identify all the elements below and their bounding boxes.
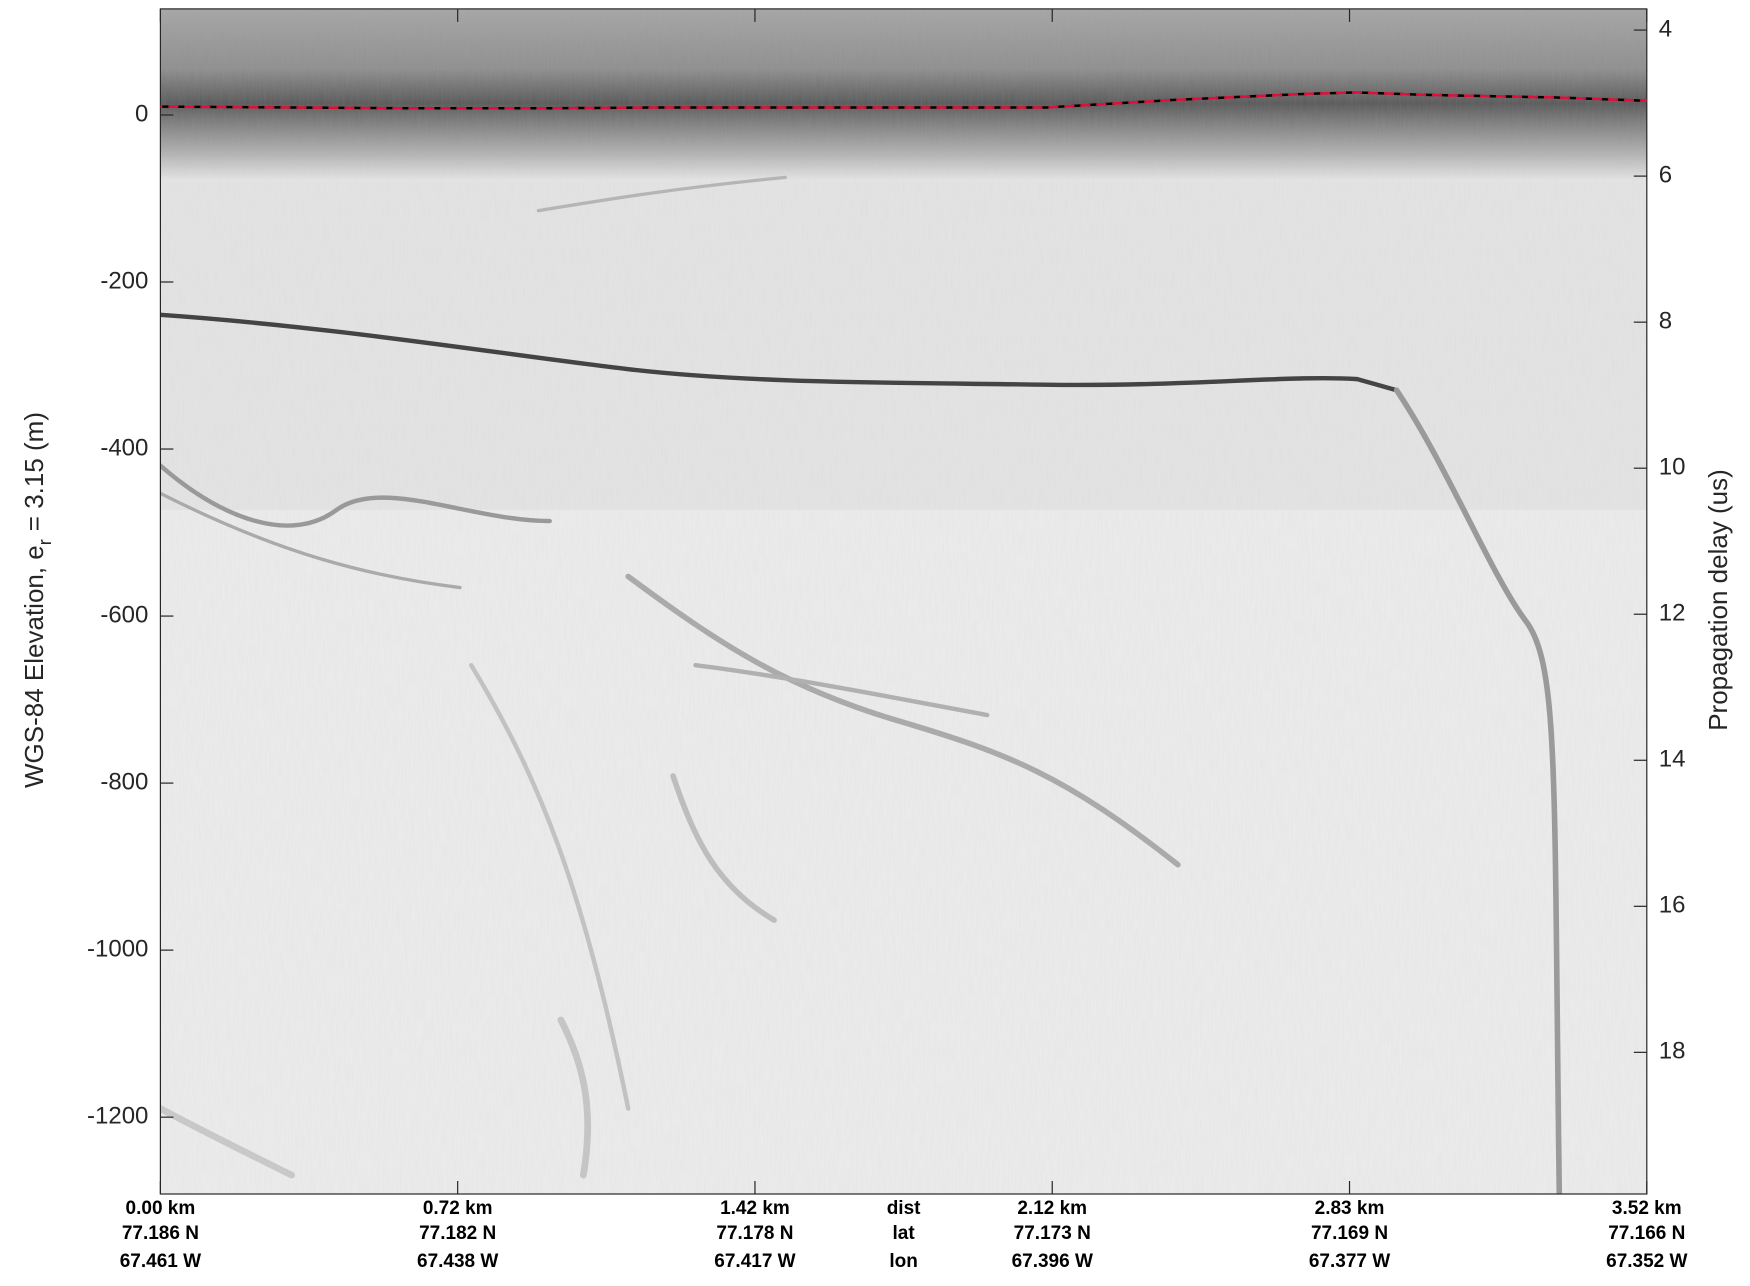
- lon-label: 67.377 W: [1309, 1251, 1390, 1272]
- lon-label: 67.461 W: [120, 1251, 201, 1272]
- y2-axis-label: Propagation delay (us): [1703, 469, 1733, 731]
- y-axis-label: WGS-84 Elevation, er= 3.15 (m): [19, 412, 55, 788]
- y2-tick-label: 16: [1659, 892, 1686, 919]
- lat-label: 77.178 N: [716, 1223, 793, 1244]
- x-tick-label: 2.12 km: [1017, 1198, 1087, 1219]
- lat-label: 77.186 N: [122, 1223, 199, 1244]
- y2-tick-label: 4: [1659, 15, 1672, 42]
- y2-tick-label: 8: [1659, 307, 1672, 334]
- row-label: dist: [887, 1198, 921, 1219]
- y-tick-label: -1000: [87, 935, 148, 962]
- lon-label: 67.417 W: [714, 1251, 795, 1272]
- y-tick-label: -400: [100, 434, 148, 461]
- lat-label: 77.173 N: [1014, 1223, 1091, 1244]
- lon-label: 67.438 W: [417, 1251, 498, 1272]
- row-label: lat: [893, 1223, 916, 1244]
- y2-tick-label: 14: [1659, 746, 1686, 773]
- x-tick-label: 0.00 km: [126, 1198, 196, 1219]
- y-tick-label: -600: [100, 601, 148, 628]
- x-tick-label: 3.52 km: [1612, 1198, 1682, 1219]
- x-tick-label: 0.72 km: [423, 1198, 493, 1219]
- y-tick-label: -200: [100, 267, 148, 294]
- x-tick-label: 2.83 km: [1315, 1198, 1385, 1219]
- y2-tick-label: 6: [1659, 161, 1672, 188]
- x-tick-label: 1.42 km: [720, 1198, 790, 1219]
- surface-line-shadow: [160, 91, 1647, 110]
- axes-frame: [159, 8, 1648, 1195]
- y2-tick-label: 18: [1659, 1038, 1686, 1065]
- y-tick-label: -1200: [87, 1103, 148, 1130]
- echogram: [160, 8, 1647, 1194]
- lat-label: 77.169 N: [1311, 1223, 1388, 1244]
- y2-tick-label: 10: [1659, 454, 1686, 481]
- lat-label: 77.182 N: [419, 1223, 496, 1244]
- lat-label: 77.166 N: [1608, 1223, 1685, 1244]
- lon-label: 67.352 W: [1606, 1251, 1687, 1272]
- row-label: lon: [889, 1251, 918, 1272]
- y-tick-label: 0: [135, 100, 148, 127]
- y2-tick-label: 12: [1659, 600, 1686, 627]
- y-tick-label: -800: [100, 768, 148, 795]
- lon-label: 67.396 W: [1012, 1251, 1093, 1272]
